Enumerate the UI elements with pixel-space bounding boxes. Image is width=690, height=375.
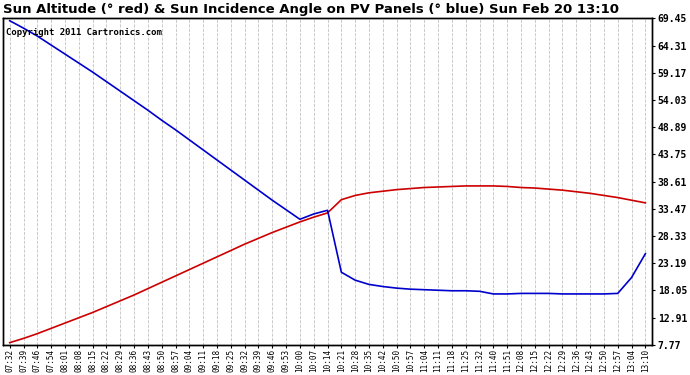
Text: Sun Altitude (° red) & Sun Incidence Angle on PV Panels (° blue) Sun Feb 20 13:1: Sun Altitude (° red) & Sun Incidence Ang…: [3, 3, 619, 16]
Text: Copyright 2011 Cartronics.com: Copyright 2011 Cartronics.com: [6, 28, 162, 37]
